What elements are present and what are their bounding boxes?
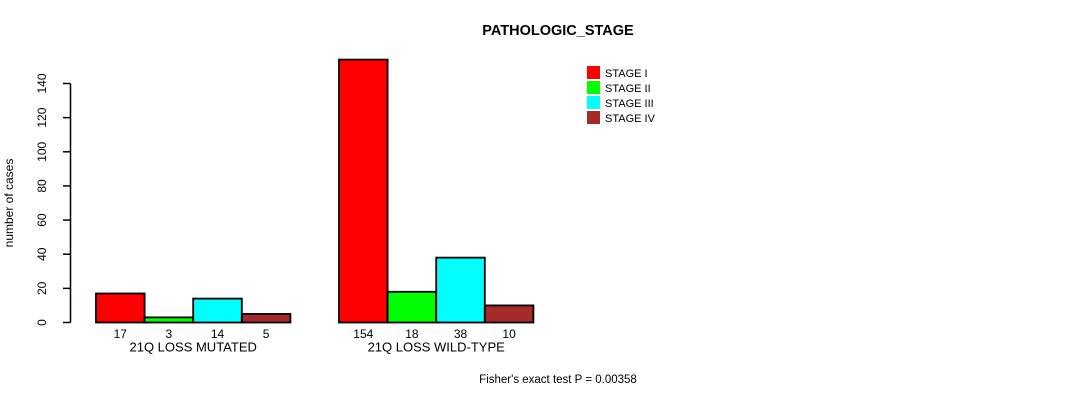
bar: [483, 304, 535, 324]
y-axis-tick-label: 40: [35, 247, 49, 261]
annotation-text: Fisher's exact test P = 0.00358: [479, 374, 637, 386]
y-axis-tick-label: 0: [35, 319, 49, 326]
legend-label: STAGE III: [605, 98, 654, 110]
legend-swatch: [587, 66, 600, 79]
bar-value-label: 154: [353, 327, 373, 341]
bar-value-labels: 17 3 14 5 154 18 38 10: [114, 327, 516, 341]
legend-swatch: [587, 81, 600, 94]
legend-swatch: [587, 96, 600, 109]
y-axis: 0 20 40 60 80 100 120 140: [35, 73, 72, 326]
x-category-labels: 21Q LOSS MUTATED 21Q LOSS WILD-TYPE: [130, 340, 506, 355]
bar-value-label: 3: [166, 327, 173, 341]
bar: [386, 290, 438, 324]
bar: [95, 292, 146, 324]
legend-label: STAGE IV: [605, 113, 656, 125]
y-axis-tick-label: 120: [35, 107, 49, 127]
y-axis-tick-label: 140: [35, 73, 49, 93]
bar-value-label: 10: [502, 327, 516, 341]
bar: [338, 58, 389, 324]
category-label: 21Q LOSS MUTATED: [130, 340, 257, 355]
y-axis-tick-label: 100: [35, 141, 49, 161]
y-axis-tick-label: 20: [35, 281, 49, 295]
bar-value-label: 14: [211, 327, 225, 341]
y-axis-tick-label: 80: [35, 179, 49, 193]
bar: [240, 313, 292, 324]
legend-swatch: [587, 111, 600, 124]
bar: [143, 316, 195, 324]
legend-label: STAGE II: [605, 83, 651, 95]
category-label: 21Q LOSS WILD-TYPE: [368, 340, 506, 355]
chart-title: PATHOLOGIC_STAGE: [482, 23, 634, 39]
bar-value-label: 17: [114, 327, 128, 341]
legend: STAGE I STAGE II STAGE III STAGE IV: [587, 66, 656, 125]
bar-value-label: 18: [405, 327, 419, 341]
y-axis-tick-label: 60: [35, 213, 49, 227]
bars-group: [95, 58, 535, 324]
y-axis-label: number of cases: [2, 159, 16, 248]
bar: [435, 256, 486, 324]
bar: [192, 297, 243, 324]
bar-value-label: 5: [263, 327, 270, 341]
legend-label: STAGE I: [605, 68, 648, 80]
bar-value-label: 38: [454, 327, 468, 341]
